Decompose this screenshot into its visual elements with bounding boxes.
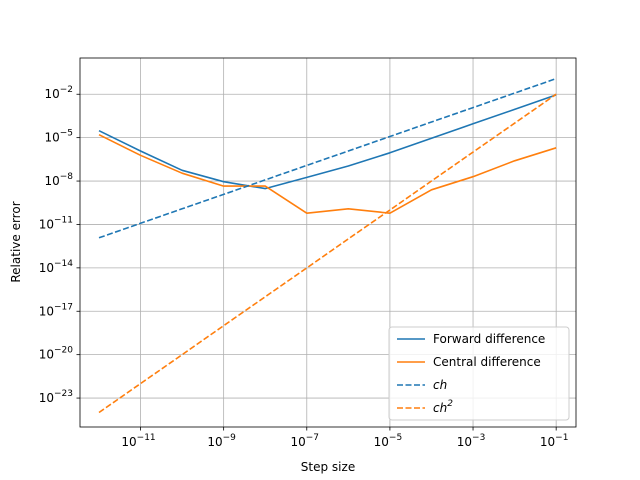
x-tick-label: 10−1 [540, 433, 569, 449]
y-tick-label: 10−5 [44, 129, 73, 145]
y-tick-label: 10−2 [44, 85, 73, 101]
legend-label: Central difference [433, 355, 541, 369]
y-tick-label: 10−8 [44, 172, 73, 188]
legend-label: Forward difference [433, 332, 545, 346]
legend-label: ch [433, 378, 447, 392]
x-tick-label: 10−3 [457, 433, 486, 449]
x-tick-label: 10−7 [290, 433, 319, 449]
y-tick-label: 10−23 [39, 389, 73, 405]
x-tick-label: 10−11 [121, 433, 155, 449]
x-axis-label: Step size [301, 460, 355, 474]
y-axis-label: Relative error [9, 201, 23, 282]
series-line-central-difference [98, 133, 557, 214]
series-line-forward-difference [98, 94, 557, 190]
x-tick-label: 10−9 [207, 433, 236, 449]
y-tick-label: 10−14 [39, 259, 74, 275]
axis-ticks: 10−11 10−9 10−7 10−5 10−3 10−1 10−23 10−20 10−17… [39, 85, 569, 449]
y-tick-label: 10−11 [39, 215, 73, 231]
y-tick-label: 10−17 [39, 302, 73, 318]
plot-series [98, 77, 557, 414]
x-tick-label: 10−5 [374, 433, 403, 449]
series-line-ch [98, 77, 557, 239]
legend-box [388, 326, 570, 421]
series-line-ch2 [98, 93, 557, 414]
grid [80, 58, 576, 427]
y-tick-label: 10−20 [39, 346, 74, 362]
plot-frame [79, 57, 577, 428]
